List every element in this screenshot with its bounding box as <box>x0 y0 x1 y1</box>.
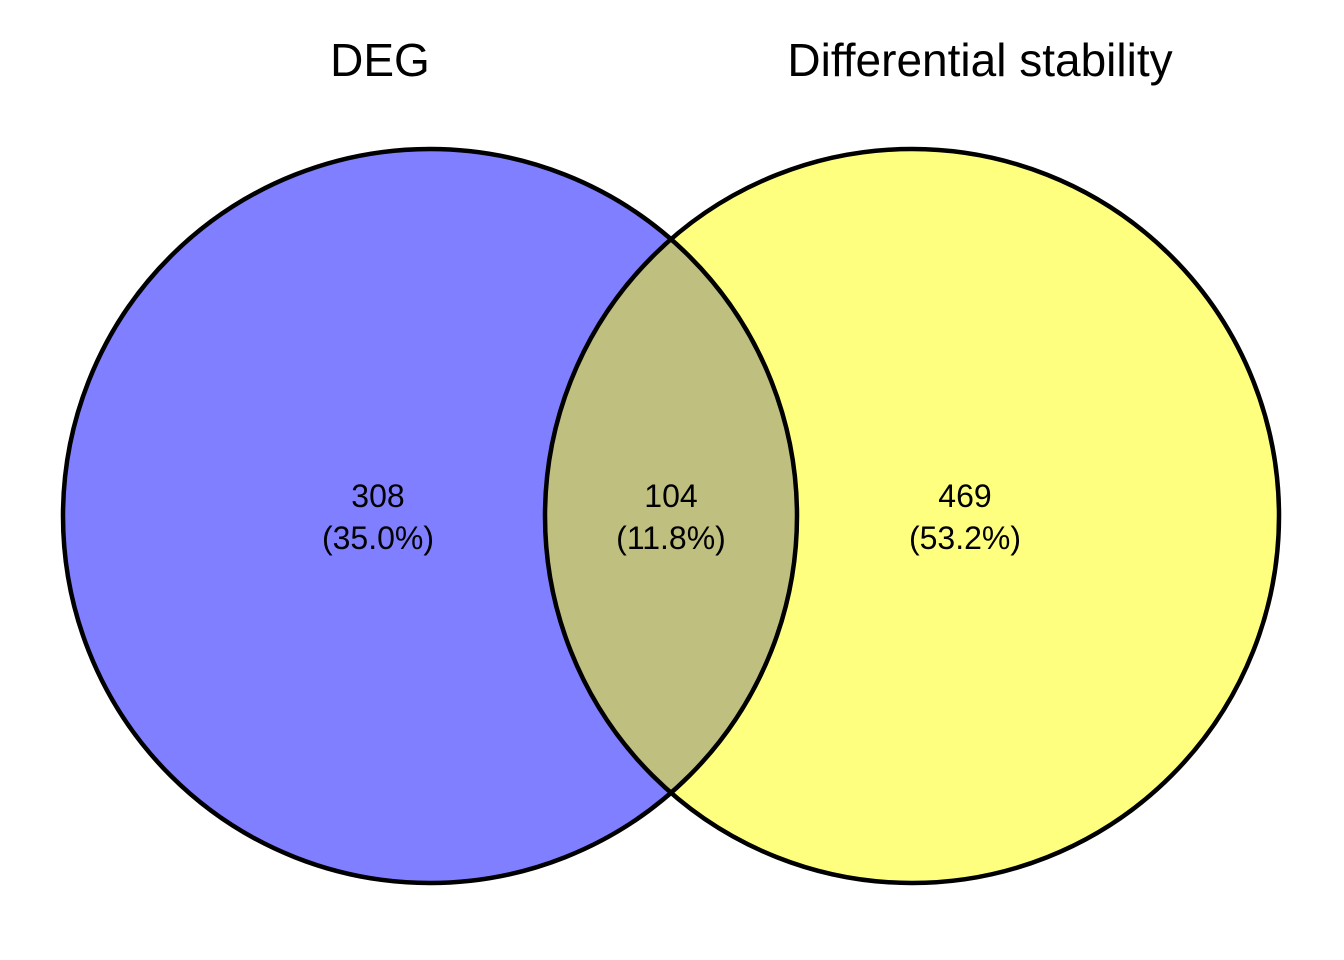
left-only-count-label: 308 <box>351 478 404 514</box>
differential-stability-circle-fill <box>545 149 1279 883</box>
differential-stability-circle-outline <box>542 146 1282 886</box>
left-set-title: DEG <box>330 34 430 86</box>
right-set-title: Differential stability <box>787 34 1172 86</box>
right-only-percent-label: (53.2%) <box>909 520 1021 556</box>
deg-circle-outline <box>60 146 800 886</box>
intersection-count-label: 104 <box>644 478 697 514</box>
intersection-percent-label: (11.8%) <box>616 520 726 556</box>
right-only-count-label: 469 <box>938 478 991 514</box>
left-only-percent-label: (35.0%) <box>322 520 434 556</box>
